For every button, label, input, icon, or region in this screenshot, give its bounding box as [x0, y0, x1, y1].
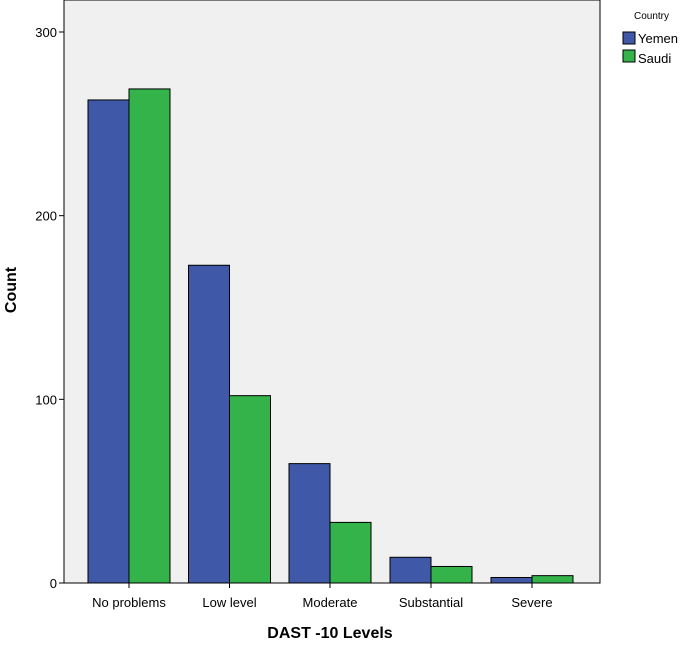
bar-saudi-substantial [430, 565, 473, 584]
x-tick-label: Moderate [303, 595, 358, 610]
bar-yemen-severe [490, 576, 533, 584]
y-axis: 0 100 200 300 [35, 25, 64, 591]
y-tick-label: 100 [35, 392, 57, 407]
y-tick-label: 200 [35, 209, 57, 224]
x-tick-label: Substantial [399, 595, 463, 610]
x-tick-label: Severe [511, 595, 552, 610]
x-axis: No problems Low level Moderate Substantial S… [92, 583, 553, 610]
bar-yemen-low-level [188, 264, 230, 584]
y-axis-title: Count [3, 266, 20, 313]
bar-yemen-moderate [288, 463, 331, 584]
legend-title: Country [634, 11, 669, 22]
bar-yemen-no-problems [87, 99, 130, 584]
bar-saudi-no-problems [128, 88, 171, 584]
y-tick-label: 0 [50, 576, 57, 591]
bars-group [87, 88, 574, 584]
legend-label-saudi: Saudi [638, 51, 671, 66]
x-axis-title: DAST -10 Levels [267, 625, 392, 642]
legend-label-yemen: Yemen [638, 31, 678, 46]
bar-saudi-severe [531, 575, 574, 584]
x-tick-label: Low level [202, 595, 256, 610]
legend-swatch-saudi [622, 49, 636, 63]
y-tick-label: 300 [35, 25, 57, 40]
bar-yemen-substantial [389, 556, 432, 584]
legend: Country Yemen Saudi [622, 11, 678, 66]
bar-saudi-moderate [329, 521, 372, 584]
x-tick-label: No problems [92, 595, 166, 610]
legend-swatch-yemen [622, 31, 636, 45]
bar-saudi-low-level [229, 395, 271, 584]
